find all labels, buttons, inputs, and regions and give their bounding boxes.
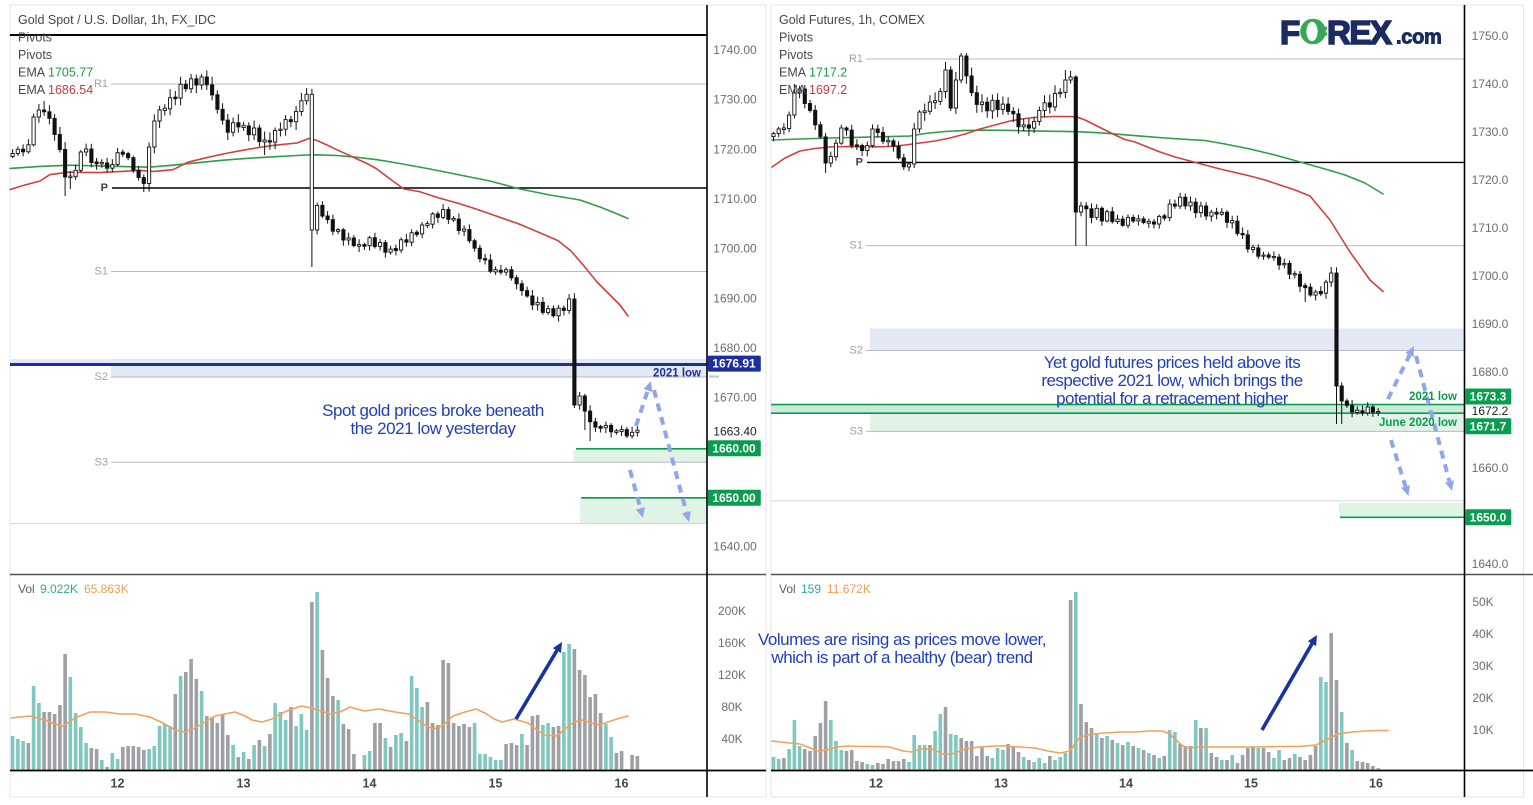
svg-text:20K: 20K <box>1472 691 1493 705</box>
svg-text:12: 12 <box>869 777 883 791</box>
svg-text:Pivots: Pivots <box>779 31 813 45</box>
svg-text:respective 2021 low, which bri: respective 2021 low, which brings the <box>1041 371 1302 390</box>
svg-text:EMA: EMA <box>18 66 46 80</box>
svg-text:1710.00: 1710.00 <box>713 192 757 206</box>
svg-text:Volumes are rising as prices m: Volumes are rising as prices move lower, <box>758 630 1046 649</box>
svg-text:1680.00: 1680.00 <box>713 341 757 355</box>
svg-text:1670.00: 1670.00 <box>713 391 757 405</box>
svg-text:R1: R1 <box>849 53 863 65</box>
svg-text:.com: .com <box>1396 27 1441 49</box>
svg-text:Yet gold futures prices held a: Yet gold futures prices held above its <box>1044 353 1300 372</box>
svg-text:Pivots: Pivots <box>779 48 813 62</box>
svg-text:160K: 160K <box>718 636 746 650</box>
svg-text:1720.0: 1720.0 <box>1472 173 1509 187</box>
svg-text:EMA: EMA <box>18 83 46 97</box>
svg-text:S2: S2 <box>95 371 108 383</box>
svg-text:1690.0: 1690.0 <box>1472 317 1509 331</box>
svg-text:40K: 40K <box>1472 627 1493 641</box>
svg-text:120K: 120K <box>718 668 746 682</box>
svg-text:1671.7: 1671.7 <box>1470 419 1507 433</box>
svg-text:16: 16 <box>615 777 629 791</box>
svg-text:1676.91: 1676.91 <box>712 357 756 371</box>
svg-text:Pivots: Pivots <box>18 31 52 45</box>
svg-text:15: 15 <box>1244 777 1258 791</box>
svg-text:14: 14 <box>1119 777 1133 791</box>
svg-text:EMA: EMA <box>779 83 807 97</box>
svg-text:R1: R1 <box>94 78 108 90</box>
svg-text:1697.2: 1697.2 <box>809 83 847 97</box>
svg-text:2021 low: 2021 low <box>653 368 701 380</box>
svg-text:159: 159 <box>801 582 821 596</box>
svg-text:1640.00: 1640.00 <box>713 540 757 554</box>
svg-text:P: P <box>101 182 108 194</box>
svg-text:1660.0: 1660.0 <box>1472 461 1509 475</box>
svg-text:1740.0: 1740.0 <box>1472 77 1509 91</box>
svg-text:200K: 200K <box>718 604 746 618</box>
svg-text:9.022K: 9.022K <box>40 582 78 596</box>
svg-text:1710.0: 1710.0 <box>1472 221 1509 235</box>
svg-text:S1: S1 <box>850 240 863 252</box>
svg-text:F: F <box>1280 14 1300 51</box>
svg-text:2021 low: 2021 low <box>1409 391 1457 403</box>
svg-text:Pivots: Pivots <box>18 48 52 62</box>
svg-text:1730.00: 1730.00 <box>713 93 757 107</box>
svg-text:1663.40: 1663.40 <box>713 425 757 439</box>
svg-text:1650.00: 1650.00 <box>712 491 756 505</box>
svg-text:14: 14 <box>363 777 377 791</box>
svg-text:15: 15 <box>489 777 503 791</box>
svg-text:1730.0: 1730.0 <box>1472 125 1509 139</box>
svg-text:1740.00: 1740.00 <box>713 43 757 57</box>
svg-text:40K: 40K <box>721 732 742 746</box>
svg-text:1750.0: 1750.0 <box>1472 29 1509 43</box>
svg-text:1660.00: 1660.00 <box>712 441 756 455</box>
svg-text:P: P <box>856 156 863 168</box>
svg-text:the 2021 low yesterday: the 2021 low yesterday <box>351 419 517 438</box>
svg-text:Gold Spot / U.S. Dollar, 1h, F: Gold Spot / U.S. Dollar, 1h, FX_IDC <box>18 13 216 27</box>
svg-text:10K: 10K <box>1472 723 1493 737</box>
svg-text:Vol: Vol <box>779 582 796 596</box>
svg-text:S2: S2 <box>850 345 863 357</box>
svg-text:EMA: EMA <box>779 66 807 80</box>
svg-text:S3: S3 <box>850 425 863 437</box>
svg-text:1686.54: 1686.54 <box>48 83 93 97</box>
svg-text:1700.0: 1700.0 <box>1472 269 1509 283</box>
svg-text:1672.2: 1672.2 <box>1472 404 1509 418</box>
svg-text:50K: 50K <box>1472 595 1493 609</box>
svg-text:12: 12 <box>111 777 125 791</box>
svg-text:which is part of a healthy (be: which is part of a healthy (bear) trend <box>770 648 1032 667</box>
svg-text:Vol: Vol <box>18 582 35 596</box>
svg-text:1700.00: 1700.00 <box>713 242 757 256</box>
svg-text:Gold Futures, 1h, COMEX: Gold Futures, 1h, COMEX <box>779 13 926 27</box>
svg-text:1680.0: 1680.0 <box>1472 365 1509 379</box>
svg-text:80K: 80K <box>721 700 742 714</box>
svg-text:S1: S1 <box>95 266 108 278</box>
svg-text:13: 13 <box>237 777 251 791</box>
svg-text:13: 13 <box>994 777 1008 791</box>
svg-text:11.672K: 11.672K <box>827 582 871 596</box>
svg-text:1650.0: 1650.0 <box>1470 510 1507 524</box>
svg-text:1705.77: 1705.77 <box>48 66 93 80</box>
svg-text:1720.00: 1720.00 <box>713 142 757 156</box>
svg-text:Spot gold prices broke beneath: Spot gold prices broke beneath <box>322 401 544 420</box>
svg-text:potential for a retracement hi: potential for a retracement higher <box>1056 389 1289 408</box>
svg-text:1640.0: 1640.0 <box>1472 557 1509 571</box>
svg-text:REX: REX <box>1327 14 1392 51</box>
svg-text:1673.3: 1673.3 <box>1470 390 1507 404</box>
svg-text:S3: S3 <box>95 456 108 468</box>
svg-text:16: 16 <box>1369 777 1383 791</box>
svg-text:65.863K: 65.863K <box>84 582 129 596</box>
svg-text:1690.00: 1690.00 <box>713 291 757 305</box>
svg-text:30K: 30K <box>1472 659 1493 673</box>
svg-text:1717.2: 1717.2 <box>809 66 847 80</box>
svg-text:June 2020 low: June 2020 low <box>1379 417 1457 429</box>
